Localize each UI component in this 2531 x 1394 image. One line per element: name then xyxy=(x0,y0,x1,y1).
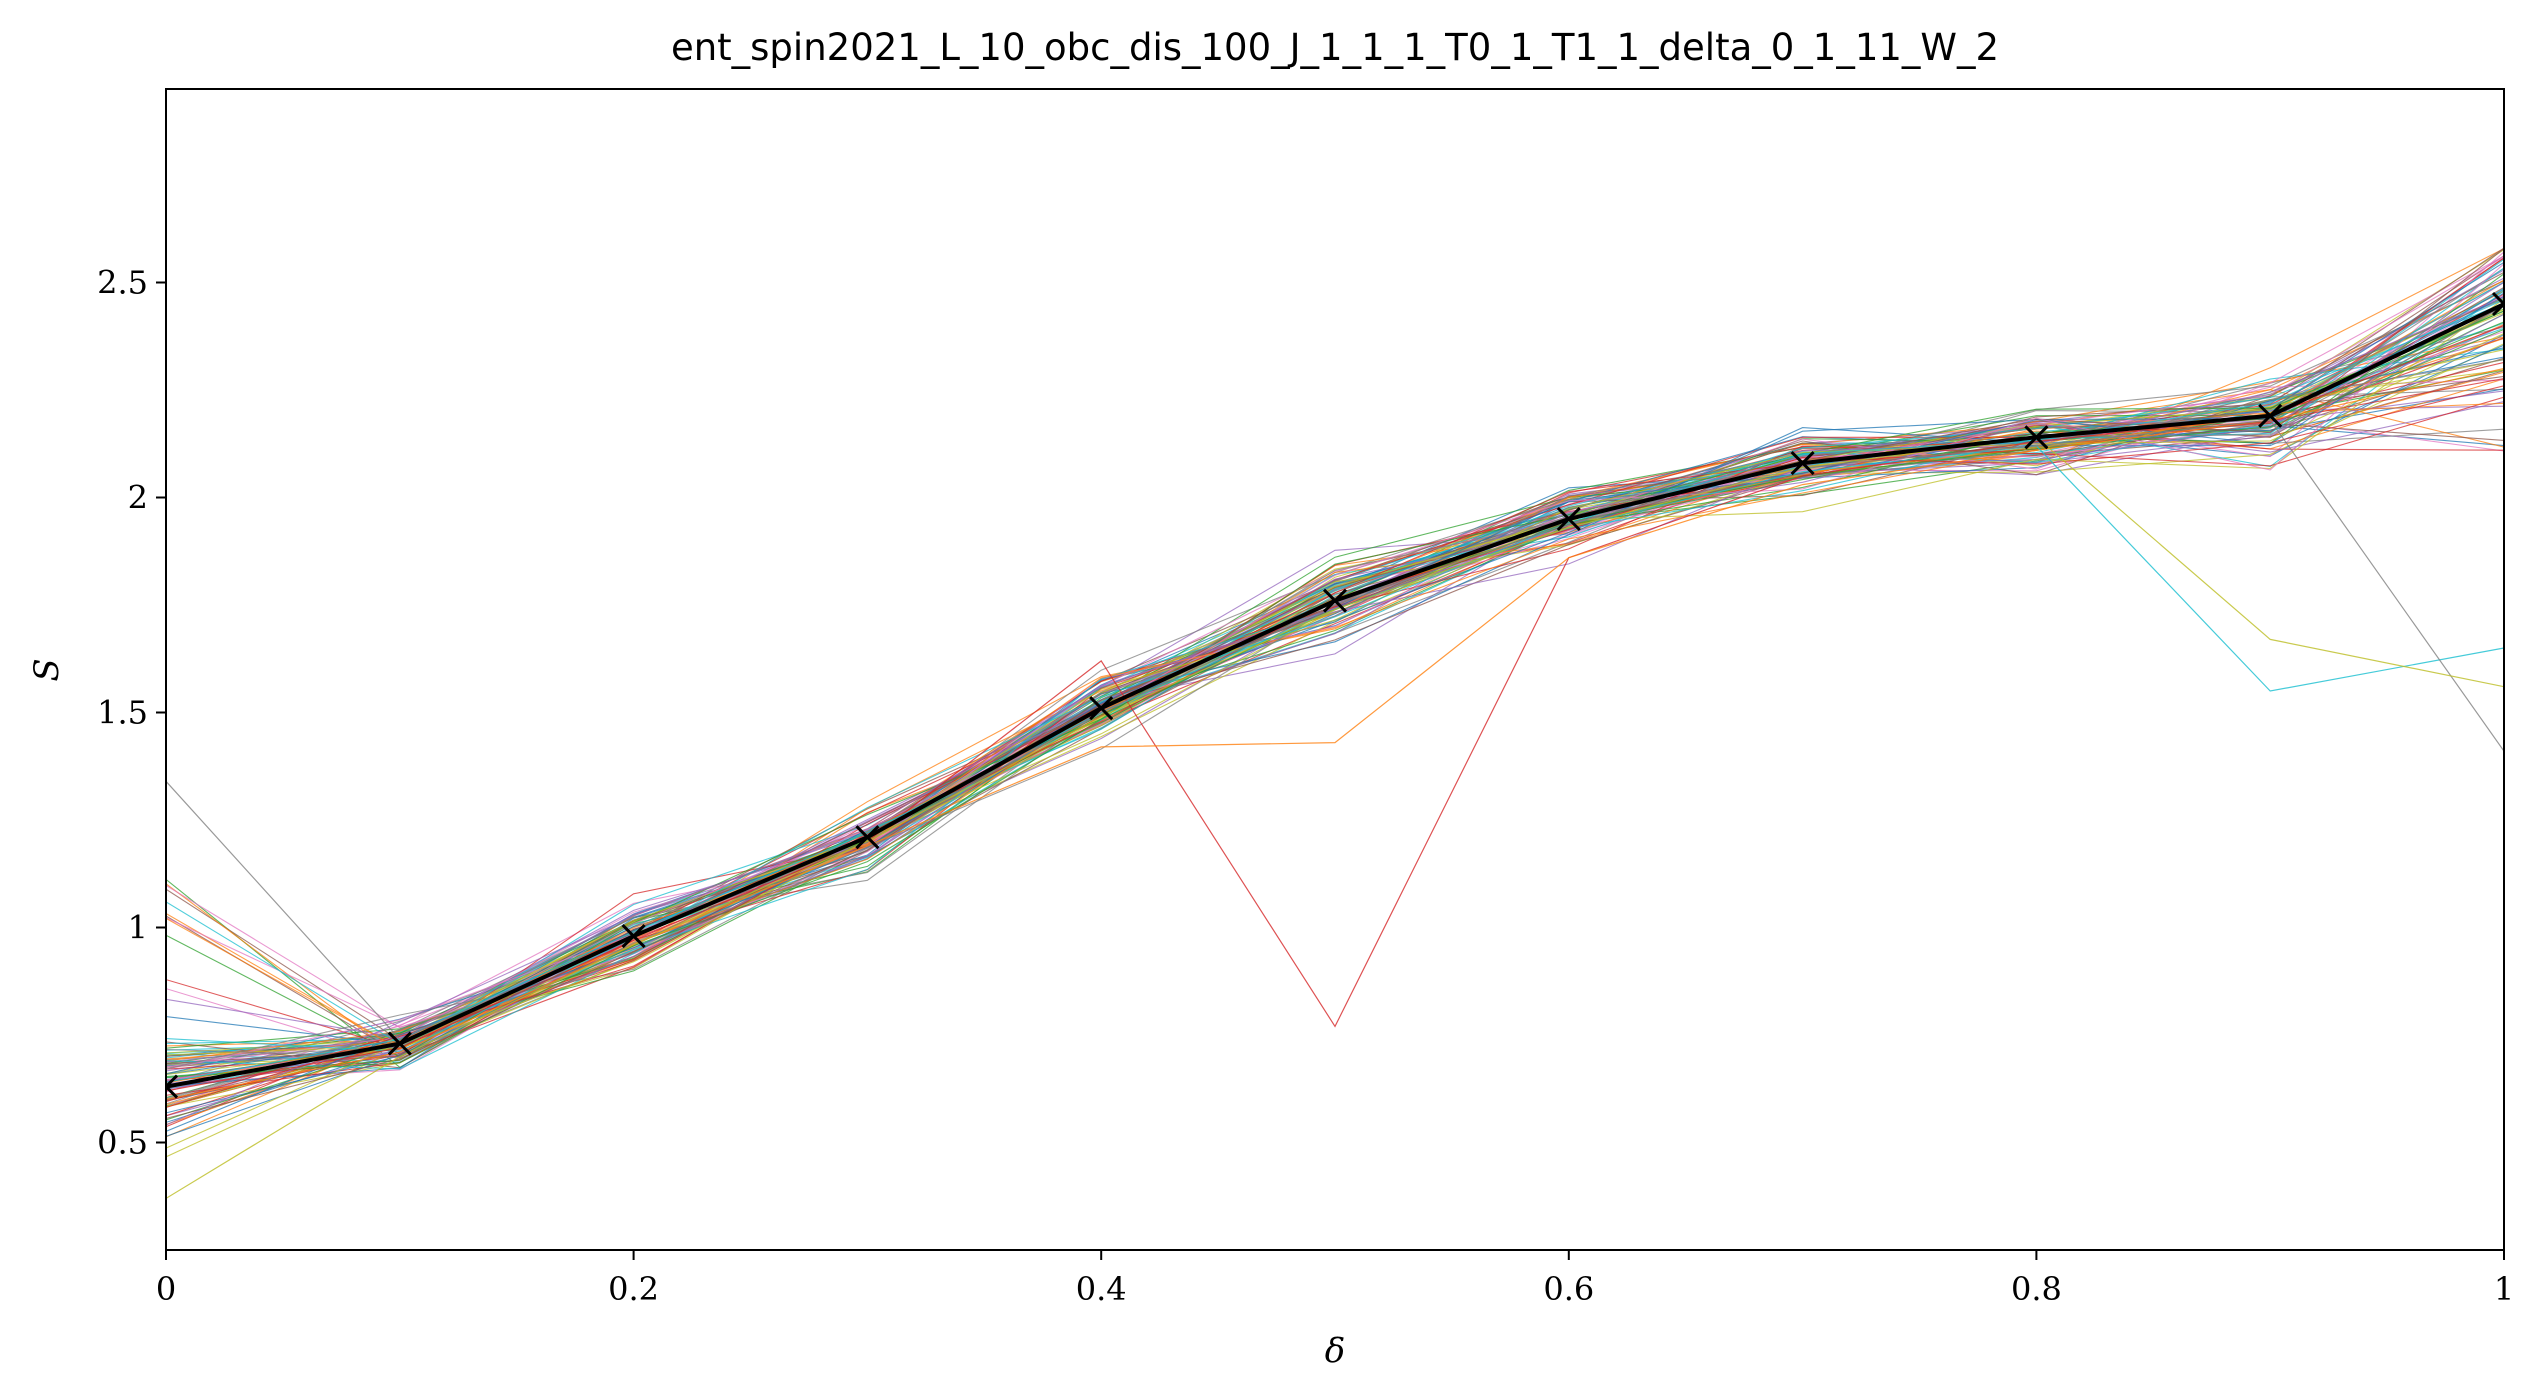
realization-line xyxy=(166,389,2504,1062)
chart-title: ent_spin2021_L_10_obc_dis_100_J_1_1_1_T0… xyxy=(671,26,1999,69)
realization-line xyxy=(166,390,2504,1039)
x-tick-label: 0.4 xyxy=(1076,1270,1127,1308)
outlier-realization-line xyxy=(166,436,2504,1199)
y-tick-label: 2 xyxy=(128,479,148,517)
realization-line xyxy=(166,295,2504,1028)
realization-line xyxy=(166,280,2504,1050)
realization-line xyxy=(166,371,2504,1047)
x-tick-label: 0.6 xyxy=(1543,1270,1594,1308)
mean-point-marker xyxy=(855,825,880,850)
y-tick-label: 0.5 xyxy=(97,1124,148,1162)
mean-point-marker xyxy=(621,924,646,949)
realization-line xyxy=(166,247,2504,1081)
realization-line xyxy=(166,280,2504,1066)
realization-line xyxy=(166,343,2504,1158)
realization-line xyxy=(166,281,2504,1085)
realization-line xyxy=(166,288,2504,1067)
outlier-realization-line xyxy=(166,367,2504,1101)
realization-line xyxy=(166,281,2504,1063)
y-axis-ticks: 0.5 1 1.5 2 2.5 xyxy=(97,264,166,1162)
mean-point-marker xyxy=(2258,403,2283,428)
realization-line xyxy=(166,263,2504,1081)
realization-line xyxy=(166,256,2504,1070)
mean-point-marker xyxy=(1322,588,1348,613)
realization-line xyxy=(166,375,2504,1065)
realization-line xyxy=(166,251,2504,1060)
realization-line xyxy=(166,287,2504,1054)
x-tick-label: 0.2 xyxy=(608,1270,659,1308)
realization-line xyxy=(166,333,2504,1076)
x-tick-label: 0 xyxy=(156,1270,176,1308)
realization-line xyxy=(166,425,2504,1137)
realization-line xyxy=(166,255,2504,1068)
realization-line xyxy=(166,258,2504,1079)
realization-line xyxy=(166,424,2504,1070)
realization-line xyxy=(166,249,2504,1074)
y-tick-label: 2.5 xyxy=(97,264,148,302)
realization-line xyxy=(166,337,2504,1072)
realization-line xyxy=(166,273,2504,1049)
realization-line xyxy=(166,271,2504,1069)
x-tick-label: 1 xyxy=(2494,1270,2514,1308)
realization-line xyxy=(166,248,2504,1059)
mean-point-marker xyxy=(1790,451,1815,476)
realization-line xyxy=(166,357,2504,1068)
realization-line xyxy=(166,356,2504,1057)
x-axis-ticks: 0 0.2 0.4 0.6 0.8 1 xyxy=(156,1250,2514,1308)
realization-line xyxy=(166,422,2504,1055)
realization-lines xyxy=(166,247,2504,1199)
realization-line xyxy=(166,255,2504,1042)
mean-point-marker xyxy=(2491,291,2504,317)
outlier-realization-line xyxy=(166,324,2504,1092)
y-axis-label: S xyxy=(27,658,67,681)
realization-line xyxy=(166,302,2504,1070)
realization-line xyxy=(166,257,2504,1089)
mean-point-marker xyxy=(2024,425,2049,450)
realization-line xyxy=(166,359,2504,1070)
realization-line xyxy=(166,279,2504,1060)
mean-point-marker xyxy=(1556,506,1581,532)
realization-line xyxy=(166,401,2504,1063)
mean-point-marker xyxy=(166,1074,179,1099)
realization-line xyxy=(166,294,2504,1029)
realization-line xyxy=(166,369,2504,1064)
realization-line xyxy=(166,267,2504,1045)
y-tick-label: 1 xyxy=(128,909,148,947)
realization-line xyxy=(166,347,2504,1045)
realization-line xyxy=(166,261,2504,1087)
realization-line xyxy=(166,388,2504,1075)
x-tick-label: 0.8 xyxy=(2011,1270,2062,1308)
realization-line xyxy=(166,378,2504,1126)
mean-point-marker xyxy=(387,1031,412,1056)
mean-point-marker xyxy=(1089,696,1114,721)
outlier-realization-line xyxy=(166,419,2504,1041)
x-axis-label: δ xyxy=(1325,1331,1345,1371)
realization-line xyxy=(166,369,2504,1054)
mean-series xyxy=(166,291,2504,1099)
realization-line xyxy=(166,290,2504,1051)
plot-frame xyxy=(165,88,2505,1251)
y-tick-label: 1.5 xyxy=(97,694,148,732)
realization-line xyxy=(166,337,2504,1050)
realization-line xyxy=(166,296,2504,1126)
